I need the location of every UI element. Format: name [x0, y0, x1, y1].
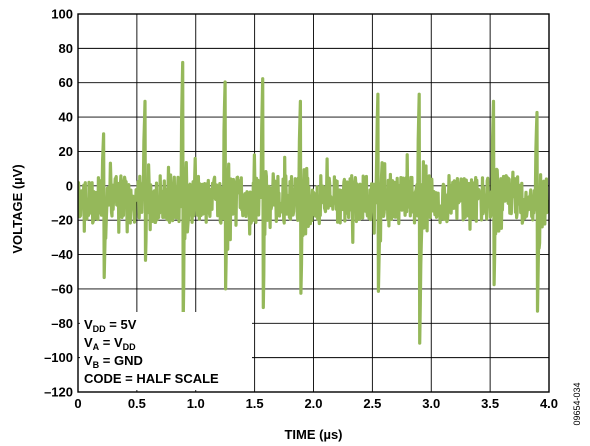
- conditions-annotation: VDD = 5V VA = VDD VB = GND CODE = HALF S…: [80, 312, 252, 390]
- x-tick-labels: 0 0.5 1.0 1.5 2.0 2.5 3.0 3.5 4.0: [74, 396, 558, 411]
- y-tick-label: 40: [59, 110, 73, 125]
- voltage-series-line: [78, 60, 549, 345]
- y-tick-labels: 100 80 60 40 20 0 –20 –40 –60 –80 –100 –120: [44, 7, 73, 400]
- y-tick-label: 80: [59, 41, 73, 56]
- y-tick-label: –80: [51, 316, 73, 331]
- plot-frame: [77, 13, 550, 393]
- x-tick-label: 1.5: [246, 396, 264, 411]
- x-tick-label: 2.5: [363, 396, 381, 411]
- annotation-vb: VB = GND: [84, 353, 143, 370]
- x-axis-title: TIME (µs): [284, 427, 342, 442]
- y-tick-label: –120: [44, 385, 73, 400]
- annotation-vdd: VDD = 5V: [84, 317, 137, 334]
- x-tick-label: 0.5: [128, 396, 146, 411]
- y-tick-label: 20: [59, 144, 73, 159]
- figure-id: 09654-034: [572, 382, 582, 425]
- x-tick-label: 3.5: [481, 396, 499, 411]
- x-tick-label: 0: [74, 396, 81, 411]
- y-tick-label: –60: [51, 281, 73, 296]
- annotation-code: CODE = HALF SCALE: [84, 371, 219, 386]
- annotation-va: VA = VDD: [84, 335, 136, 352]
- x-tick-label: 3.0: [422, 396, 440, 411]
- y-tick-label: –40: [51, 247, 73, 262]
- y-tick-label: 60: [59, 75, 73, 90]
- y-tick-label: 0: [66, 178, 73, 193]
- x-tick-label: 4.0: [540, 396, 558, 411]
- x-tick-label: 1.0: [187, 396, 205, 411]
- y-tick-label: –20: [51, 213, 73, 228]
- y-axis-title: VOLTAGE (µV): [10, 164, 25, 253]
- y-tick-label: –100: [44, 350, 73, 365]
- x-tick-label: 2.0: [304, 396, 322, 411]
- y-tick-label: 100: [51, 7, 73, 22]
